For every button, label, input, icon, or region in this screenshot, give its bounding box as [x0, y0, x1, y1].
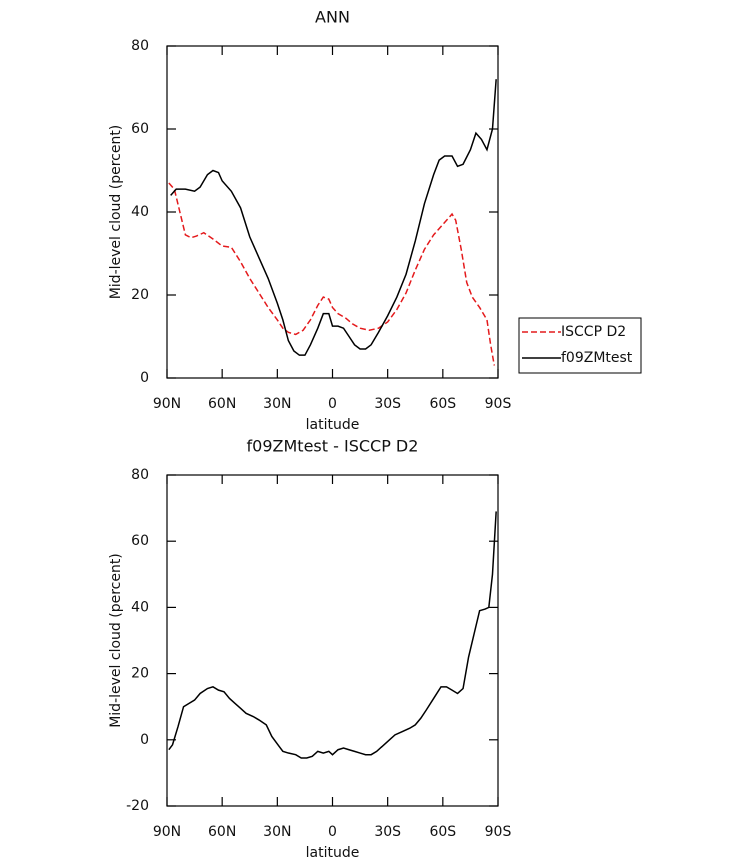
y-tick-label: 80 [131, 467, 149, 483]
y-tick-label: 60 [131, 533, 149, 549]
x-tick-label: 30S [374, 824, 401, 840]
x-axis-label: latitude [306, 417, 360, 433]
x-tick-label: 90S [485, 396, 512, 412]
y-tick-label: 20 [131, 666, 149, 682]
x-tick-label: 60S [429, 396, 456, 412]
x-tick-label: 60N [208, 824, 236, 840]
x-tick-label: 90S [485, 824, 512, 840]
y-tick-label: 40 [131, 204, 149, 220]
x-tick-label: 60N [208, 396, 236, 412]
x-tick-label: 30N [263, 396, 291, 412]
y-tick-label: 80 [131, 38, 149, 54]
legend-label: ISCCP D2 [561, 324, 626, 340]
plot-frame [166, 45, 499, 379]
x-tick-label: 30S [374, 396, 401, 412]
x-tick-label: 0 [328, 824, 337, 840]
y-axis-label: Mid-level cloud (percent) [108, 553, 124, 728]
y-tick-label: 60 [131, 121, 149, 137]
chart-title: f09ZMtest - ISCCP D2 [247, 437, 419, 456]
chart-title: ANN [315, 8, 350, 27]
data-line [170, 79, 497, 356]
legend-label: f09ZMtest [561, 350, 633, 366]
x-axis-label: latitude [306, 845, 360, 861]
x-tick-label: 90N [153, 396, 181, 412]
plot-frame [166, 474, 499, 807]
y-tick-label: -20 [126, 798, 149, 814]
y-tick-label: 20 [131, 287, 149, 303]
x-tick-label: 90N [153, 824, 181, 840]
y-tick-label: 40 [131, 599, 149, 615]
x-tick-label: 0 [328, 396, 337, 412]
data-line [168, 182, 496, 366]
y-axis-label: Mid-level cloud (percent) [108, 125, 124, 300]
legend-box [518, 317, 642, 374]
y-tick-label: 0 [140, 370, 149, 386]
x-tick-label: 60S [429, 824, 456, 840]
x-tick-label: 30N [263, 824, 291, 840]
y-tick-label: 0 [140, 732, 149, 748]
data-line [168, 511, 497, 759]
